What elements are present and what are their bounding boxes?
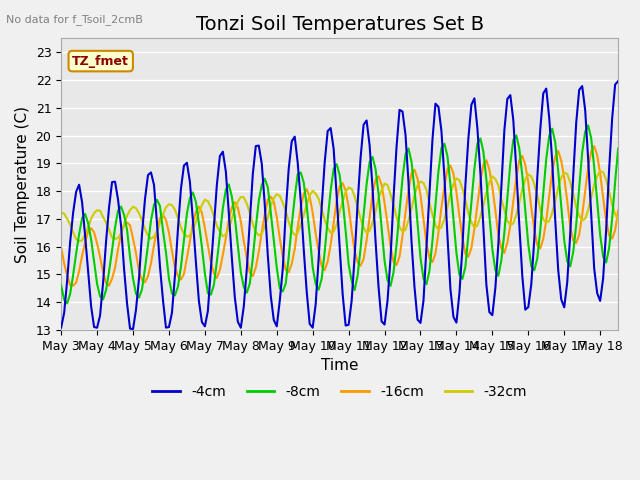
Text: No data for f_Tsoil_2cmB: No data for f_Tsoil_2cmB bbox=[6, 14, 143, 25]
Legend: -4cm, -8cm, -16cm, -32cm: -4cm, -8cm, -16cm, -32cm bbox=[147, 380, 532, 405]
Y-axis label: Soil Temperature (C): Soil Temperature (C) bbox=[15, 106, 30, 263]
X-axis label: Time: Time bbox=[321, 359, 358, 373]
Text: TZ_fmet: TZ_fmet bbox=[72, 55, 129, 68]
Title: Tonzi Soil Temperatures Set B: Tonzi Soil Temperatures Set B bbox=[196, 15, 484, 34]
